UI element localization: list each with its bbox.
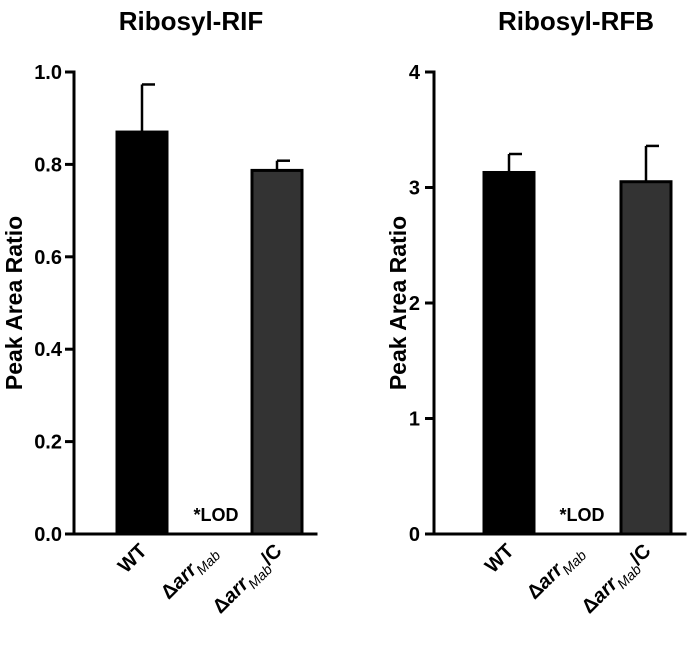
x-category-label: ΔarrMab xyxy=(523,540,590,607)
chart-title: Ribosyl-RFB xyxy=(498,6,654,36)
bar xyxy=(482,170,536,536)
y-tick-label: 2 xyxy=(409,293,420,315)
y-tick-label: 0 xyxy=(409,524,420,546)
bar xyxy=(619,180,673,536)
bar xyxy=(115,130,169,536)
chart-2: Ribosyl-RFB Peak Area Ratio 0 1 2 3 4 WT *LOD Δar… xyxy=(385,6,687,621)
y-tick-label: 4 xyxy=(409,62,421,84)
bar xyxy=(250,168,304,536)
y-tick-label: 0.4 xyxy=(34,339,63,361)
y-tick-label: 1 xyxy=(409,409,420,431)
y-tick-label: 1.0 xyxy=(34,62,62,84)
x-category-label: WT xyxy=(481,540,519,578)
category-main: WT xyxy=(114,540,152,578)
y-tick-label: 0.6 xyxy=(34,247,62,269)
y-tick-label: 0.2 xyxy=(34,432,62,454)
x-category-label: ΔarrMab/C xyxy=(209,540,290,621)
x-category-label: ΔarrMab/C xyxy=(578,540,659,621)
x-category-label: WT xyxy=(114,540,152,578)
category-main: WT xyxy=(481,540,519,578)
y-tick-label: 0.0 xyxy=(34,524,62,546)
y-axis-label: Peak Area Ratio xyxy=(1,216,27,390)
lod-annotation: *LOD xyxy=(194,505,239,525)
y-axis-label: Peak Area Ratio xyxy=(385,216,411,390)
lod-annotation: *LOD xyxy=(560,505,605,525)
chart-title: Ribosyl-RIF xyxy=(119,6,263,36)
chart-1: Ribosyl-RIF Peak Area Ratio 0.0 0.2 0.4 0.6 0.… xyxy=(1,6,318,621)
y-tick-label: 3 xyxy=(409,178,420,200)
y-tick-label: 0.8 xyxy=(34,154,62,176)
